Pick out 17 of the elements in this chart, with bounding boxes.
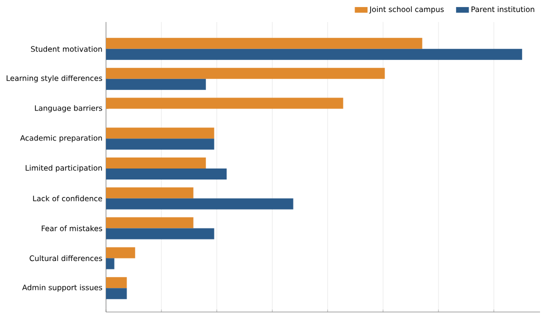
bar [106,247,136,258]
bar [106,187,194,198]
bar [106,158,206,168]
bar [106,258,114,270]
bar [106,78,206,90]
bar [106,228,214,240]
bar [106,138,214,150]
bar [106,98,344,109]
bar [106,68,385,79]
bar [106,217,194,228]
bar [106,198,294,210]
bar [106,48,522,60]
bar [106,288,127,300]
bar [106,128,214,139]
bar [106,168,227,180]
bar [106,38,422,49]
bar [106,277,127,288]
